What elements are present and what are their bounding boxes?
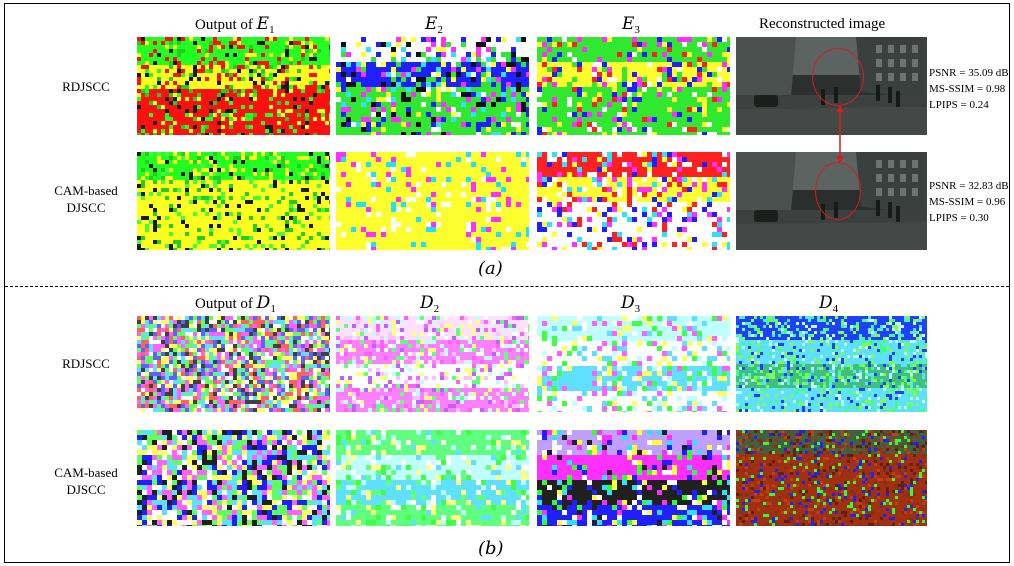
e3-output-camdjscc	[537, 152, 730, 250]
row-label-rdjscc-b: RDJSCC	[62, 356, 110, 371]
metric-lpips: LPIPS = 0.30	[929, 212, 989, 224]
d2-output-rdjscc	[336, 316, 529, 412]
e3-output-rdjscc	[537, 37, 730, 135]
header-d4: D4	[819, 293, 839, 315]
header-d3: D3	[621, 293, 641, 315]
highlight-circle-camdjscc	[815, 162, 861, 220]
header-d2: D2	[420, 293, 440, 315]
panel-a-caption: (a)	[478, 258, 503, 279]
header-e3: E3	[622, 14, 640, 36]
d1-output-camdjscc	[137, 430, 330, 526]
header-d1: Output of D1	[195, 293, 276, 315]
figure-frame	[4, 3, 1010, 563]
metric-ms-ssim: MS-SSIM = 0.98	[929, 83, 1006, 95]
metric-psnr: PSNR = 35.09 dB	[929, 67, 1009, 79]
d4-output-rdjscc	[736, 316, 927, 412]
metrics-rdjscc: PSNR = 35.09 dB MS-SSIM = 0.98 LPIPS = 0…	[929, 65, 1009, 113]
d3-output-rdjscc	[537, 316, 730, 412]
d2-output-camdjscc	[336, 430, 529, 526]
e2-output-camdjscc	[336, 152, 529, 250]
highlight-circle-rdjscc	[812, 48, 864, 106]
e1-output-camdjscc	[137, 152, 330, 250]
row-label-rdjscc-a: RDJSCC	[62, 79, 110, 94]
panel-b-caption: (b)	[478, 538, 504, 559]
row-label-camdjscc-a: CAM-based DJSCC	[54, 183, 118, 215]
d4-output-camdjscc	[736, 430, 927, 526]
header-e2: E2	[425, 14, 443, 36]
header-e1: Output of E1	[195, 14, 275, 36]
metric-psnr: PSNR = 32.83 dB	[929, 180, 1009, 192]
metric-lpips: LPIPS = 0.24	[929, 99, 989, 111]
panel-divider	[5, 286, 1009, 287]
header-reconstructed: Reconstructed image	[759, 16, 886, 32]
e2-output-rdjscc	[336, 37, 529, 135]
row-label-camdjscc-b: CAM-based DJSCC	[54, 465, 118, 497]
comparison-arrow	[836, 105, 844, 163]
metrics-camdjscc: PSNR = 32.83 dB MS-SSIM = 0.96 LPIPS = 0…	[929, 178, 1009, 226]
e1-output-rdjscc	[137, 37, 330, 135]
metric-ms-ssim: MS-SSIM = 0.96	[929, 196, 1006, 208]
d3-output-camdjscc	[537, 430, 730, 526]
d1-output-rdjscc	[137, 316, 330, 412]
reconstructed-image-rdjscc	[736, 37, 927, 135]
